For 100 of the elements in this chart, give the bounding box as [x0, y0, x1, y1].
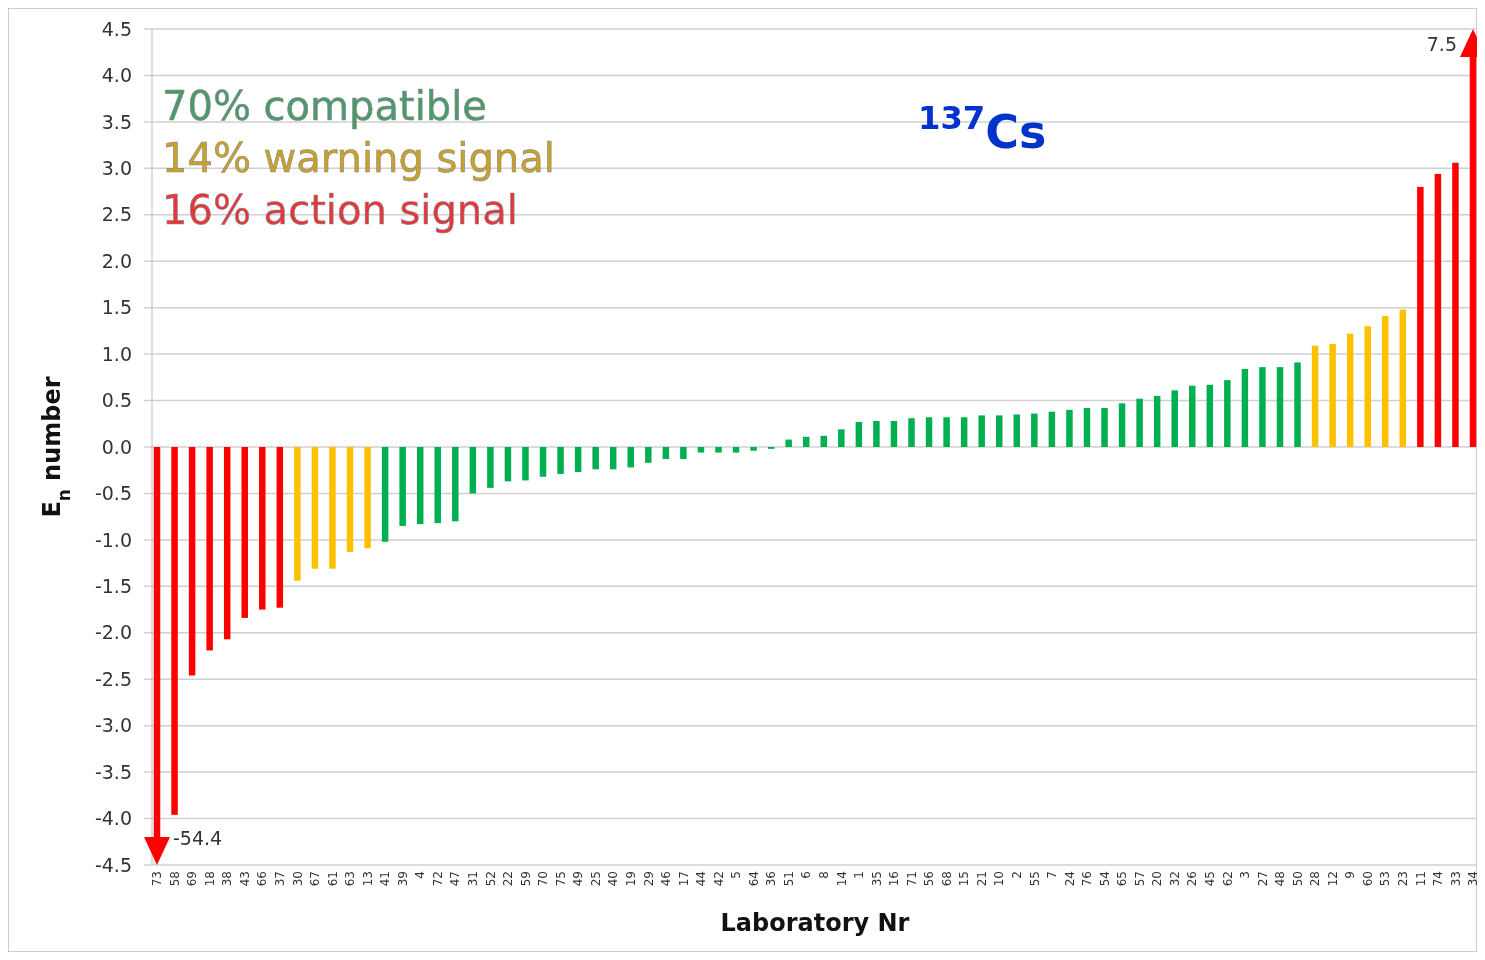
bar — [1364, 326, 1371, 447]
bar — [1399, 309, 1407, 447]
x-tick-label: 38 — [220, 871, 235, 887]
x-tick-label: 39 — [395, 871, 410, 887]
x-tick-label: 74 — [1431, 871, 1446, 887]
bar — [873, 420, 880, 447]
bar — [557, 447, 564, 474]
bar — [1083, 407, 1091, 447]
x-tick-label: 47 — [448, 871, 463, 887]
x-tick-label: 17 — [676, 871, 691, 887]
x-tick-label: 20 — [1150, 871, 1165, 887]
bar — [645, 447, 652, 463]
x-tick-label: 29 — [641, 871, 656, 887]
x-tick-label: 4 — [413, 871, 428, 879]
bar — [1434, 173, 1442, 447]
y-tick-label: 4.5 — [101, 17, 132, 40]
x-tick-label: 72 — [430, 871, 445, 887]
y-tick-label: 2.5 — [101, 203, 132, 226]
bar — [1189, 385, 1196, 447]
bar — [732, 447, 740, 453]
bar — [838, 429, 845, 447]
x-tick-label: 51 — [781, 871, 796, 887]
x-tick-label: 44 — [694, 871, 709, 887]
x-tick-label: 8 — [816, 871, 831, 879]
bar — [820, 435, 828, 447]
x-tick-label: 75 — [553, 871, 568, 887]
bar — [802, 436, 810, 447]
bar — [416, 447, 424, 525]
bar — [346, 447, 354, 552]
y-tick-label: -3.0 — [94, 714, 132, 737]
x-tick-label: 7 — [1045, 871, 1060, 879]
bar — [978, 415, 985, 447]
x-tick-label: 12 — [1325, 871, 1340, 887]
x-tick-label: 26 — [1185, 871, 1200, 887]
x-tick-label: 58 — [167, 871, 182, 887]
bar — [329, 447, 336, 569]
bar — [223, 447, 231, 640]
bar — [1013, 414, 1021, 447]
y-tick-label: 0.0 — [101, 435, 132, 458]
bar — [1101, 407, 1108, 447]
bar — [399, 447, 406, 526]
bar — [960, 417, 968, 447]
y-tick-label: 0.5 — [101, 389, 132, 412]
bar — [1417, 186, 1424, 447]
x-tick-label: 40 — [606, 871, 621, 887]
bar — [539, 447, 547, 477]
x-tick-label: 54 — [1097, 871, 1112, 887]
x-tick-label: 11 — [1413, 871, 1428, 887]
x-tick-label: 59 — [518, 871, 533, 887]
x-tick-label: 15 — [957, 871, 972, 887]
bar — [276, 447, 284, 608]
x-tick-label: 31 — [466, 871, 481, 887]
bar — [364, 447, 371, 549]
bar — [908, 418, 915, 447]
y-tick-label: -4.0 — [94, 807, 132, 830]
bar — [1031, 413, 1038, 447]
bar — [609, 447, 617, 470]
x-tick-label: 37 — [273, 871, 288, 887]
x-tick-label: 48 — [1273, 871, 1288, 887]
bar — [1382, 316, 1389, 447]
x-tick-label: 63 — [343, 871, 358, 887]
bar — [188, 447, 196, 676]
bar — [925, 417, 933, 447]
x-tick-label: 23 — [1396, 871, 1411, 887]
x-tick-label: 13 — [360, 871, 375, 887]
bar — [785, 439, 792, 447]
bar — [206, 447, 213, 651]
x-tick-label: 76 — [1080, 871, 1095, 887]
x-tick-label: 50 — [1290, 871, 1305, 887]
bar — [890, 420, 898, 447]
x-tick-label: 56 — [922, 871, 937, 887]
y-tick-label: -2.5 — [94, 667, 132, 690]
bar — [715, 447, 722, 453]
text: $^{137}$Cs — [918, 99, 1047, 159]
x-tick-label: 64 — [746, 871, 761, 887]
bar — [1259, 367, 1266, 447]
bar — [680, 447, 687, 460]
x-tick-label: 67 — [308, 871, 323, 887]
bar — [995, 415, 1003, 447]
bar — [1066, 409, 1073, 447]
y-tick-label: -1.0 — [94, 528, 132, 551]
x-tick-label: 9 — [1343, 871, 1358, 879]
x-tick-label: 46 — [659, 871, 674, 887]
x-axis-title: Laboratory Nr — [720, 909, 910, 937]
bar — [1294, 362, 1301, 447]
bar — [504, 447, 512, 482]
x-tick-label: 55 — [1027, 871, 1042, 887]
x-tick-label: 73 — [150, 871, 165, 887]
y-tick-label: -0.5 — [94, 482, 132, 505]
x-tick-label: 35 — [869, 871, 884, 887]
annotation: 7.5 — [1426, 33, 1457, 55]
x-tick-label: 53 — [1378, 871, 1393, 887]
y-tick-label: 3.5 — [101, 110, 132, 133]
bar — [294, 447, 301, 581]
x-tick-label: 14 — [834, 871, 849, 887]
annotation: 14% warning signal — [162, 135, 555, 181]
y-tick-label: 4.0 — [101, 64, 132, 87]
bar — [1311, 345, 1319, 447]
bar — [1224, 380, 1231, 447]
x-tick-label: 61 — [325, 871, 340, 887]
